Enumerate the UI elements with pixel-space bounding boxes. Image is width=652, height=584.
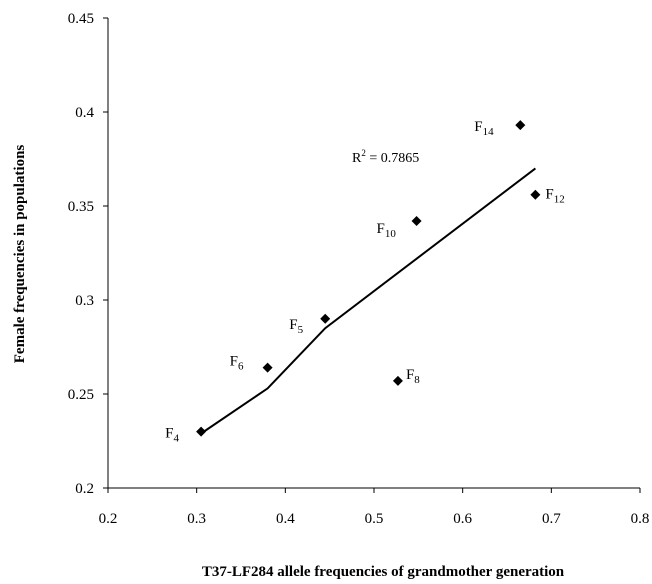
x-tick-label: 0.8 bbox=[631, 511, 650, 527]
point-label-letter: F bbox=[230, 354, 238, 370]
x-tick-label: 0.6 bbox=[453, 511, 472, 527]
point-label-F8: F8 bbox=[406, 367, 420, 386]
y-tick-label: 0.3 bbox=[75, 293, 94, 309]
y-tick-label: 0.35 bbox=[68, 199, 94, 215]
r-squared-prefix: R bbox=[352, 151, 362, 166]
point-label-letter: F bbox=[545, 187, 553, 203]
point-label-subscript: 12 bbox=[554, 194, 565, 206]
point-label-F5: F5 bbox=[289, 317, 303, 336]
point-label-letter: F bbox=[406, 367, 414, 383]
trendline bbox=[200, 167, 537, 435]
r-squared-value: = 0.7865 bbox=[366, 151, 419, 166]
x-axis-ticks: 0.2 0.3 0.4 0.5 0.6 0.7 0.8 bbox=[99, 488, 650, 527]
x-tick-label: 0.5 bbox=[365, 511, 384, 527]
r-squared-superscript: 2 bbox=[361, 148, 366, 158]
data-point-F8 bbox=[392, 375, 403, 386]
r-squared-annotation: R2 = 0.7865 bbox=[352, 148, 419, 166]
point-label-subscript: 6 bbox=[238, 361, 244, 373]
y-axis-title: Female frequencies in populations bbox=[12, 145, 28, 364]
x-tick-label: 0.7 bbox=[542, 511, 561, 527]
axes bbox=[107, 18, 640, 489]
point-label-F10: F10 bbox=[377, 221, 397, 240]
point-label-F6: F6 bbox=[230, 354, 244, 373]
point-label-F12: F12 bbox=[545, 187, 564, 206]
data-point-F4 bbox=[196, 426, 207, 437]
x-tick-label: 0.3 bbox=[187, 511, 206, 527]
point-label-subscript: 4 bbox=[173, 433, 179, 445]
point-label-F4: F4 bbox=[165, 426, 179, 445]
point-label-subscript: 14 bbox=[483, 126, 495, 138]
data-point-F10 bbox=[411, 216, 422, 227]
data-point-F12 bbox=[530, 189, 541, 200]
y-tick-label: 0.4 bbox=[75, 105, 94, 121]
point-label-subscript: 5 bbox=[298, 324, 304, 336]
data-points bbox=[196, 120, 541, 437]
point-label-letter: F bbox=[165, 426, 173, 442]
point-label-subscript: 10 bbox=[385, 228, 397, 240]
y-tick-label: 0.45 bbox=[68, 11, 94, 27]
y-tick-label: 0.25 bbox=[68, 387, 94, 403]
trendline-group bbox=[200, 167, 537, 435]
data-point-F5 bbox=[320, 313, 331, 324]
point-label-letter: F bbox=[474, 119, 482, 135]
x-axis-title: T37-LF284 allele frequencies of grandmot… bbox=[202, 564, 565, 580]
y-tick-label: 0.2 bbox=[75, 481, 94, 497]
point-label-letter: F bbox=[377, 221, 385, 237]
point-label-letter: F bbox=[289, 317, 297, 333]
data-point-F6 bbox=[262, 362, 273, 373]
y-axis-ticks: 0.2 0.25 0.3 0.35 0.4 0.45 bbox=[68, 11, 108, 497]
point-label-subscript: 8 bbox=[414, 374, 420, 386]
x-tick-label: 0.2 bbox=[99, 511, 118, 527]
point-label-F14: F14 bbox=[474, 119, 494, 138]
data-point-F14 bbox=[515, 120, 526, 131]
x-tick-label: 0.4 bbox=[276, 511, 295, 527]
